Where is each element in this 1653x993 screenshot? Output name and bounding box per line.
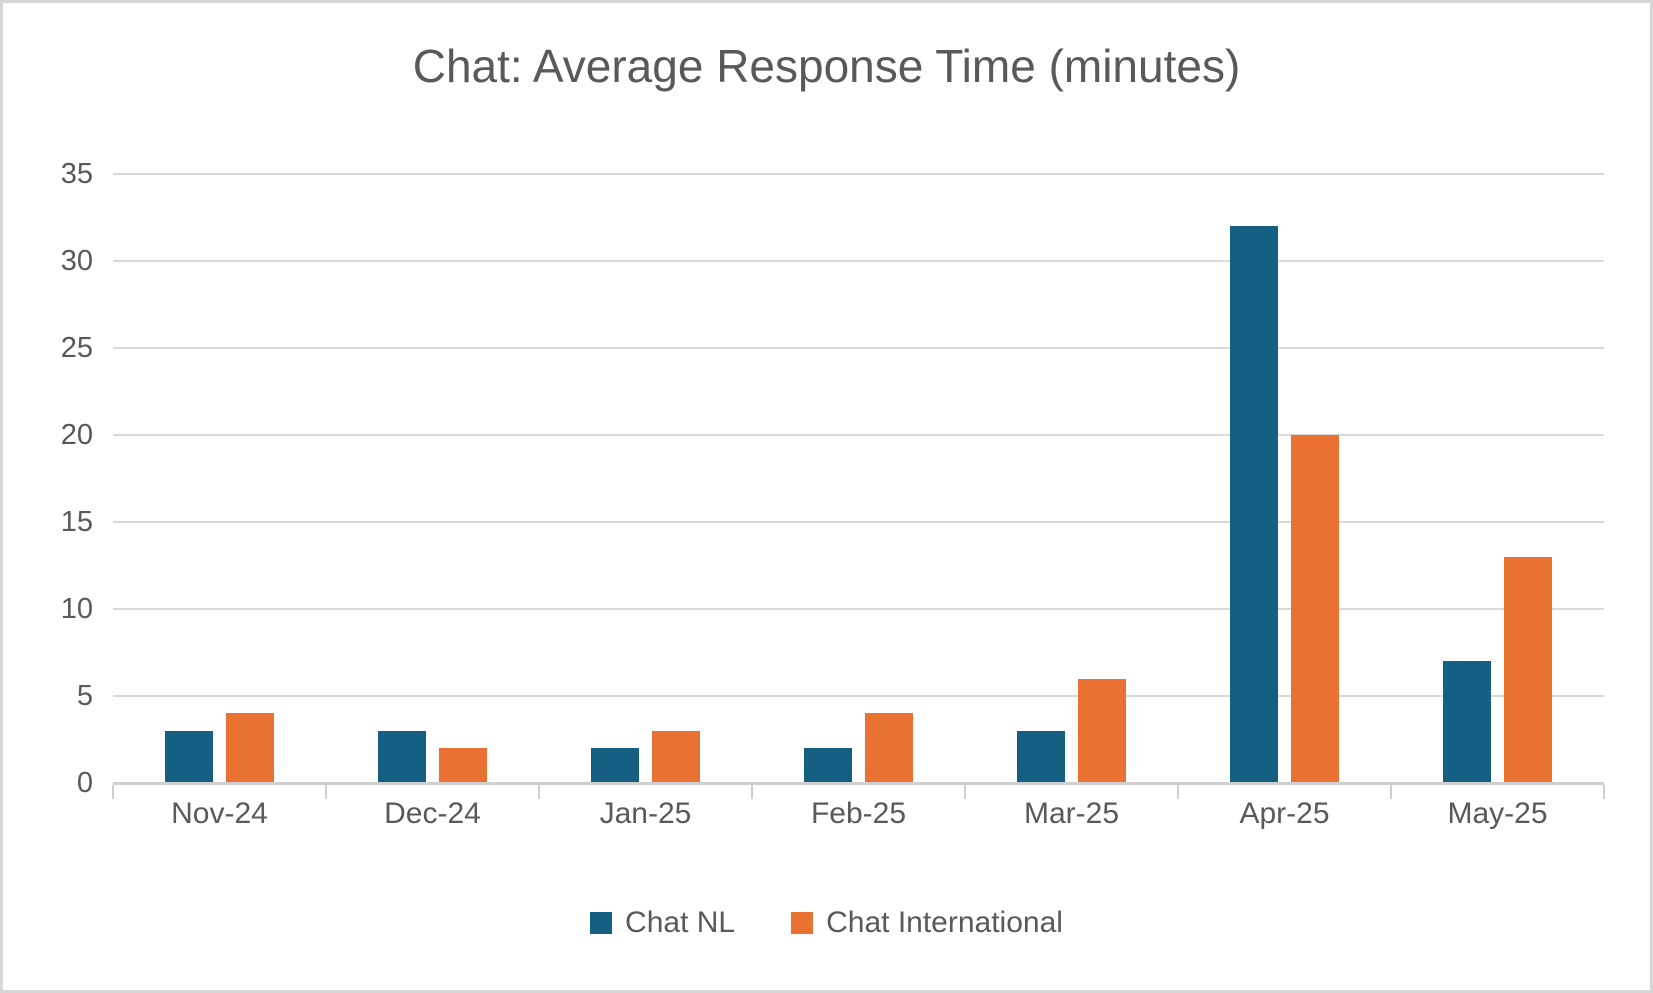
x-axis-tick bbox=[751, 785, 753, 799]
bar-chat-nl-jan-25 bbox=[591, 748, 639, 783]
legend-swatch-chat-international bbox=[791, 912, 814, 934]
legend: Chat NL Chat International bbox=[3, 906, 1650, 940]
y-axis-label-20: 20 bbox=[60, 419, 93, 451]
bar-chat-international-jan-25 bbox=[652, 730, 700, 783]
x-axis-tick bbox=[964, 785, 966, 799]
x-axis-tick bbox=[325, 785, 327, 799]
x-axis-labels: Nov-24 Dec-24 Jan-25 Feb-25 Mar-25 Apr-25 May-… bbox=[113, 797, 1604, 831]
category-group-mar-25 bbox=[965, 174, 1178, 783]
bar-chat-international-may-25 bbox=[1504, 556, 1552, 783]
category-group-nov-24 bbox=[113, 174, 326, 783]
x-axis-tick bbox=[538, 785, 540, 799]
y-axis-label-0: 0 bbox=[76, 767, 93, 799]
category-group-may-25 bbox=[1391, 174, 1604, 783]
gridline-y-25 bbox=[113, 347, 1604, 349]
y-axis-label-35: 35 bbox=[60, 158, 93, 190]
plot-area bbox=[112, 173, 1605, 799]
bar-chat-international-feb-25 bbox=[865, 713, 913, 783]
bar-chat-nl-apr-25 bbox=[1230, 226, 1278, 783]
x-axis-line bbox=[113, 782, 1604, 785]
legend-item-chat-nl: Chat NL bbox=[590, 906, 735, 940]
bar-chat-nl-nov-24 bbox=[165, 730, 213, 783]
x-axis-label-may-25: May-25 bbox=[1447, 797, 1548, 830]
x-axis-label-feb-25: Feb-25 bbox=[810, 797, 907, 830]
chart-title: Chat: Average Response Time (minutes) bbox=[412, 40, 1241, 92]
x-axis-label-mar-25: Mar-25 bbox=[1023, 797, 1120, 830]
x-axis-tick bbox=[112, 785, 114, 799]
category-group-jan-25 bbox=[539, 174, 752, 783]
x-axis-tick bbox=[1177, 785, 1179, 799]
bar-chat-international-nov-24 bbox=[226, 713, 274, 783]
y-axis-label-25: 25 bbox=[60, 332, 93, 364]
bar-groups bbox=[113, 174, 1604, 783]
x-axis-label-apr-25: Apr-25 bbox=[1239, 797, 1330, 830]
legend-label-chat-international: Chat International bbox=[826, 906, 1063, 939]
y-axis-label-15: 15 bbox=[60, 506, 93, 538]
x-axis-label-jan-25: Jan-25 bbox=[599, 797, 692, 830]
category-group-feb-25 bbox=[752, 174, 965, 783]
category-group-dec-24 bbox=[326, 174, 539, 783]
gridline-y-15 bbox=[113, 521, 1604, 523]
bar-chat-nl-dec-24 bbox=[378, 730, 426, 783]
bar-chat-international-mar-25 bbox=[1078, 678, 1126, 783]
bar-chat-nl-mar-25 bbox=[1017, 730, 1065, 783]
bar-chat-nl-may-25 bbox=[1443, 661, 1491, 783]
legend-label-chat-nl: Chat NL bbox=[625, 906, 736, 939]
bar-chat-international-apr-25 bbox=[1291, 435, 1339, 783]
gridline-y-30 bbox=[113, 260, 1604, 262]
legend-swatch-chat-nl bbox=[590, 912, 613, 934]
bar-chat-nl-feb-25 bbox=[804, 748, 852, 783]
legend-item-chat-international: Chat International bbox=[791, 906, 1063, 940]
gridline-y-35 bbox=[113, 173, 1604, 175]
y-axis-label-5: 5 bbox=[76, 680, 93, 712]
bar-chat-international-dec-24 bbox=[439, 748, 487, 783]
x-axis-label-dec-24: Dec-24 bbox=[384, 797, 481, 830]
gridline-y-5 bbox=[113, 695, 1604, 697]
gridline-y-20 bbox=[113, 434, 1604, 436]
category-group-apr-25 bbox=[1178, 174, 1391, 783]
x-axis-tick bbox=[1390, 785, 1392, 799]
y-axis-label-30: 30 bbox=[60, 245, 93, 277]
gridline-y-10 bbox=[113, 608, 1604, 610]
x-axis-label-nov-24: Nov-24 bbox=[171, 797, 268, 830]
y-axis-label-10: 10 bbox=[60, 593, 93, 625]
x-axis-tick bbox=[1603, 785, 1605, 799]
